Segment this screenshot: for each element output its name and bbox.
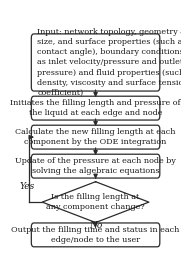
- Text: Output the filling time and status in each
edge/node to the user: Output the filling time and status in ea…: [11, 226, 180, 244]
- Text: Update of the pressure at each node by
solving the algebraic equations: Update of the pressure at each node by s…: [15, 157, 176, 175]
- FancyBboxPatch shape: [31, 223, 160, 247]
- Text: No: No: [89, 221, 102, 230]
- FancyBboxPatch shape: [31, 154, 160, 178]
- Text: Yes: Yes: [20, 182, 35, 191]
- FancyBboxPatch shape: [31, 34, 160, 91]
- Text: Initiates the filling length and pressure of
the liquid at each edge and node: Initiates the filling length and pressur…: [10, 99, 181, 117]
- Text: Is the filling length at
any component change?: Is the filling length at any component c…: [46, 193, 145, 211]
- Text: Input: network topology, geometry and
size, and surface properties (such as
cont: Input: network topology, geometry and si…: [37, 28, 181, 97]
- FancyBboxPatch shape: [31, 125, 160, 149]
- Text: Calculate the new filling length at each
component by the ODE integration: Calculate the new filling length at each…: [15, 128, 176, 146]
- Polygon shape: [42, 182, 149, 223]
- FancyBboxPatch shape: [31, 96, 160, 120]
